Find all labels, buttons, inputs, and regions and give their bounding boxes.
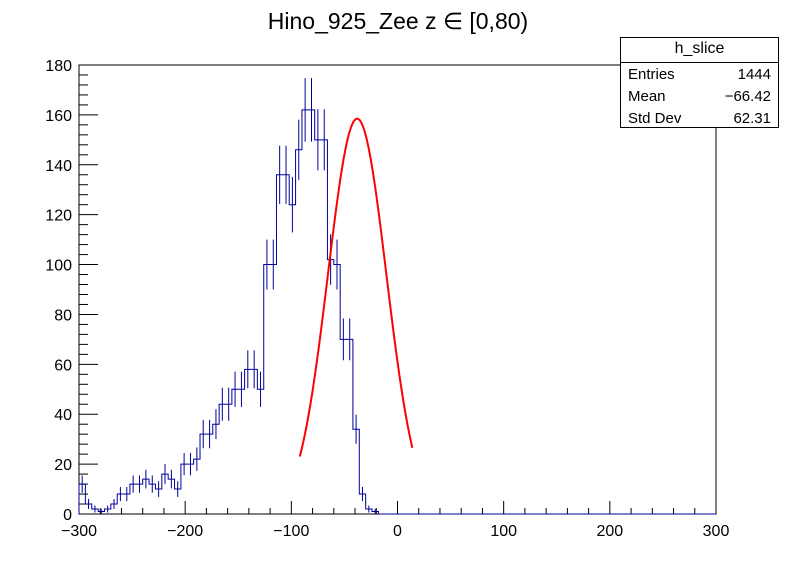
stats-value: 1444 <box>737 66 771 83</box>
stats-row-mean: Mean −66.42 <box>621 85 778 107</box>
chart-title: Hino_925_Zee z ∈ [0,80) <box>268 8 528 34</box>
y-tick-label: 60 <box>54 357 72 374</box>
stats-value: −66.42 <box>724 88 771 105</box>
x-tick-label: −200 <box>167 523 203 540</box>
y-tick-label: 160 <box>45 108 72 125</box>
plot-frame <box>78 64 717 515</box>
x-tick-label: −100 <box>273 523 309 540</box>
x-tick-label: 0 <box>393 523 402 540</box>
y-tick-label: 120 <box>45 208 72 225</box>
stats-label: Entries <box>628 66 675 83</box>
stats-label: Mean <box>628 88 666 105</box>
gaussian-fit <box>298 117 414 457</box>
histogram-series <box>78 78 716 515</box>
stats-box: h_slice Entries 1444 Mean −66.42 Std Dev… <box>620 37 779 128</box>
x-tick-label: 200 <box>596 523 623 540</box>
x-axis: −300 −200 −100 0 100 200 300 <box>61 501 729 540</box>
y-tick-label: 80 <box>54 307 72 324</box>
stats-label: Std Dev <box>628 110 682 127</box>
stats-row-stddev: Std Dev 62.31 <box>621 107 778 129</box>
y-tick-label: 180 <box>45 58 72 75</box>
y-tick-label: 100 <box>45 258 72 275</box>
x-tick-label: 300 <box>703 523 730 540</box>
y-axis: 0 20 40 60 80 100 120 140 160 180 <box>45 58 98 524</box>
fit-curve <box>298 117 414 457</box>
stats-title: h_slice <box>621 38 778 63</box>
y-tick-label: 0 <box>63 507 72 524</box>
y-tick-label: 20 <box>54 457 72 474</box>
stats-value: 62.31 <box>733 110 771 127</box>
x-tick-label: −300 <box>61 523 97 540</box>
y-tick-label: 140 <box>45 158 72 175</box>
stats-row-entries: Entries 1444 <box>621 63 778 85</box>
y-tick-label: 40 <box>54 407 72 424</box>
histogram-outline <box>78 109 716 515</box>
x-tick-label: 100 <box>490 523 517 540</box>
